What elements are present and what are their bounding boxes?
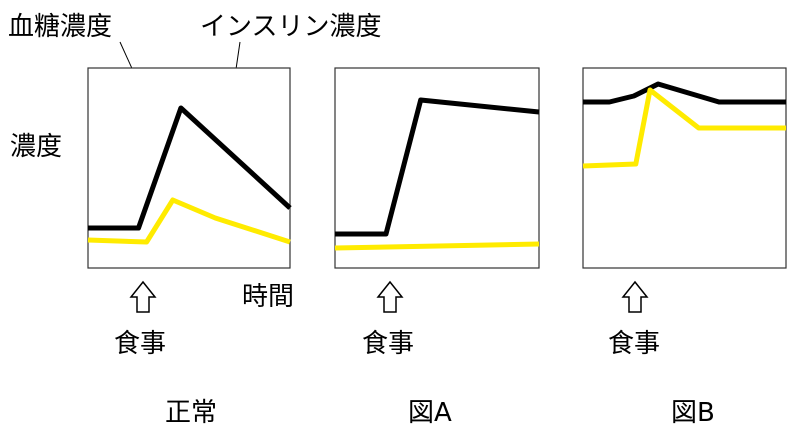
panel-normal-glucose-curve xyxy=(88,105,292,231)
panel-normal-meal-label: 食事 xyxy=(114,329,166,359)
panel-a-meal-label: 食事 xyxy=(362,329,414,359)
glucose-label: 血糖濃度 xyxy=(8,12,112,42)
panel-b-caption: 図B xyxy=(671,398,715,428)
panel-b-insulin-curve xyxy=(582,87,786,169)
concentration-axis-label: 濃度 xyxy=(10,132,62,162)
panel-normal-insulin-curve xyxy=(87,197,291,245)
time-axis-label: 時間 xyxy=(242,282,294,312)
panel-normal-meal-arrow xyxy=(129,280,157,313)
insulin-label: インスリン濃度 xyxy=(200,12,381,42)
panel-a: 食事 図A xyxy=(334,67,540,428)
panel-b-frame xyxy=(582,67,787,269)
panel-normal-caption: 正常 xyxy=(165,398,217,428)
panel-b: 食事 図B xyxy=(582,67,787,428)
panel-b-meal-label: 食事 xyxy=(608,329,660,359)
panel-a-caption: 図A xyxy=(408,398,452,428)
panel-a-meal-arrow xyxy=(376,280,404,313)
panel-a-frame xyxy=(334,67,540,269)
panel-a-insulin-curve xyxy=(334,241,540,251)
panel-normal: 食事 正常 xyxy=(87,67,292,428)
panel-a-glucose-curve xyxy=(335,97,540,237)
panel-b-meal-arrow xyxy=(621,280,649,313)
panel-b-glucose-curve xyxy=(583,81,786,105)
panel-normal-frame xyxy=(87,67,291,269)
